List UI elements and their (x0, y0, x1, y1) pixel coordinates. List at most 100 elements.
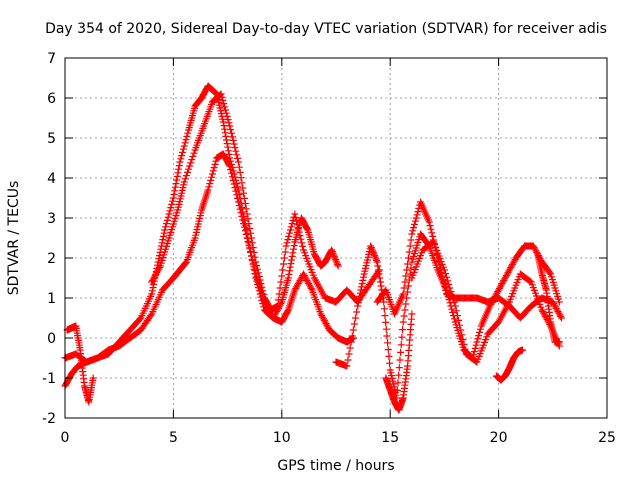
data-point-marker (177, 155, 185, 163)
y-tick-label: 3 (47, 211, 56, 227)
data-point-marker (149, 284, 157, 292)
data-point-marker (411, 217, 419, 225)
data-point-marker (401, 306, 409, 314)
data-point-marker (247, 252, 255, 260)
data-point-marker (242, 205, 250, 213)
data-point-marker (205, 183, 213, 191)
data-point-marker (357, 286, 365, 294)
data-point-marker (284, 236, 292, 244)
data-point-marker (237, 209, 245, 217)
data-point-marker (159, 236, 167, 244)
data-point-marker (239, 184, 247, 192)
y-axis-label: SDTVAR / TECUs (6, 181, 22, 296)
data-points (61, 82, 565, 414)
data-point-marker (406, 242, 414, 250)
data-point-marker (474, 335, 482, 343)
data-point-marker (446, 284, 454, 292)
data-point-marker (175, 165, 183, 173)
data-point-marker (170, 190, 178, 198)
data-point-marker (242, 230, 250, 238)
data-point-marker (244, 238, 252, 246)
data-point-marker (274, 296, 282, 304)
data-point-marker (167, 204, 175, 212)
data-point-marker (404, 254, 412, 262)
data-point-marker (402, 272, 410, 280)
series-track-h (63, 322, 97, 406)
data-point-marker (448, 305, 456, 313)
data-point-marker (394, 379, 402, 387)
data-point-marker (217, 90, 225, 98)
data-point-marker (291, 210, 299, 218)
data-point-marker (440, 266, 448, 274)
data-point-marker (370, 250, 378, 258)
data-point-marker (278, 272, 286, 280)
data-point-marker (289, 249, 297, 257)
data-point-marker (461, 345, 469, 353)
data-point-marker (189, 152, 197, 160)
data-point-marker (241, 194, 249, 202)
x-tick-label: 20 (490, 430, 508, 446)
y-axis-ticks: -2 -1 0 1 2 3 4 5 6 7 (42, 51, 607, 427)
data-point-marker (171, 183, 179, 191)
data-point-marker (332, 256, 340, 264)
data-point-marker (181, 175, 189, 183)
data-point-marker (374, 262, 382, 270)
data-point-marker (286, 267, 294, 275)
plot-frame (64, 57, 608, 419)
data-point-marker (425, 218, 433, 226)
data-point-marker (228, 173, 236, 181)
y-tick-label: 1 (47, 291, 56, 307)
data-point-marker (207, 176, 215, 184)
data-point-marker (404, 260, 412, 268)
data-point-marker (230, 180, 238, 188)
data-point-marker (440, 279, 448, 287)
data-point-marker (283, 239, 291, 247)
data-point-marker (445, 280, 453, 288)
data-point-marker (210, 164, 218, 172)
data-point-marker (173, 172, 181, 180)
data-point-marker (248, 239, 256, 247)
data-point-marker (442, 286, 450, 294)
data-point-marker (475, 332, 483, 340)
data-point-marker (227, 166, 235, 174)
data-point-marker (181, 139, 189, 147)
data-point-marker (402, 300, 410, 308)
data-point-marker (384, 346, 392, 354)
data-point-marker (343, 362, 351, 370)
data-point-marker (244, 215, 252, 223)
data-point-marker (286, 226, 294, 234)
data-point-marker (285, 232, 293, 240)
data-point-marker (221, 129, 229, 137)
data-point-marker (286, 263, 294, 271)
data-point-marker (280, 260, 288, 268)
data-point-marker (233, 191, 241, 199)
y-tick-label: 0 (47, 331, 56, 347)
data-point-marker (219, 118, 227, 126)
data-point-marker (258, 283, 266, 291)
x-tick-label: 10 (273, 430, 291, 446)
y-tick-label: 7 (47, 51, 56, 67)
data-point-marker (444, 277, 452, 285)
series-track-c (148, 90, 383, 314)
data-point-marker (175, 162, 183, 170)
data-point-marker (449, 295, 457, 303)
data-point-marker (401, 278, 409, 286)
data-point-marker (377, 282, 385, 290)
data-point-marker (373, 256, 381, 264)
data-point-marker (182, 172, 190, 180)
data-point-marker (164, 213, 172, 221)
data-point-marker (380, 305, 388, 313)
data-point-marker (247, 234, 255, 242)
data-point-marker (224, 147, 232, 155)
data-point-marker (178, 152, 186, 160)
data-point-marker (287, 223, 295, 231)
data-point-marker (183, 132, 191, 140)
data-point-marker (297, 235, 305, 243)
data-point-marker (237, 174, 245, 182)
data-point-marker (410, 224, 418, 232)
data-point-marker (247, 229, 255, 237)
data-point-marker (239, 216, 247, 224)
data-point-marker (407, 236, 415, 244)
data-point-marker (350, 320, 358, 328)
data-point-marker (399, 326, 407, 334)
